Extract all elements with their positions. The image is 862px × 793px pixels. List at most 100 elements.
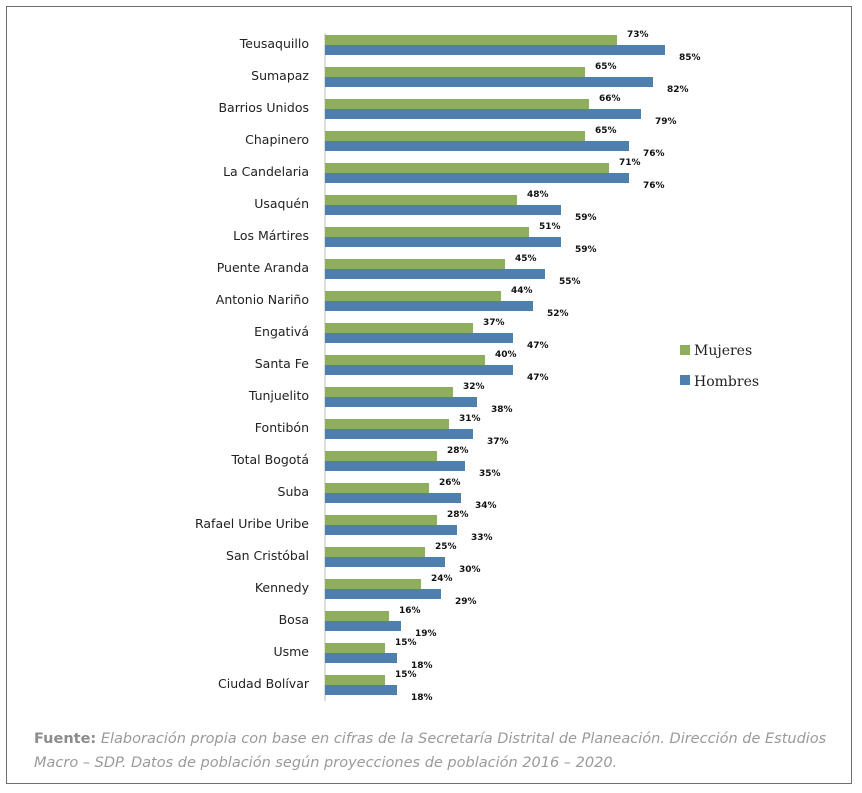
data-label-hombres: 47% <box>527 373 549 383</box>
bars-layer <box>324 33 665 701</box>
bar-hombres <box>325 77 653 87</box>
data-label-hombres: 30% <box>459 565 481 575</box>
bar-mujeres <box>325 483 429 493</box>
category-label: Bosa <box>279 612 309 627</box>
bar-mujeres <box>325 163 609 173</box>
data-label-mujeres: 71% <box>619 158 641 168</box>
category-label: Los Mártires <box>233 228 309 243</box>
legend: Mujeres Hombres <box>680 343 759 390</box>
legend-label-mujeres: Mujeres <box>694 343 752 359</box>
data-label-mujeres: 65% <box>595 126 617 136</box>
bar-mujeres <box>325 323 473 333</box>
bar-hombres <box>325 109 641 119</box>
data-label-hombres: 38% <box>491 405 513 415</box>
legend-swatch-mujeres <box>680 345 690 355</box>
category-label: Rafael Uribe Uribe <box>195 516 309 531</box>
data-label-mujeres: 28% <box>447 510 469 520</box>
category-label: Total Bogotá <box>230 452 309 467</box>
data-label-mujeres: 66% <box>599 94 621 104</box>
bar-hombres <box>325 333 513 343</box>
category-label: Engativá <box>254 324 309 339</box>
bar-hombres <box>325 429 473 439</box>
bar-mujeres <box>325 419 449 429</box>
bar-mujeres <box>325 99 589 109</box>
data-label-mujeres: 16% <box>399 606 421 616</box>
bar-hombres <box>325 269 545 279</box>
data-label-mujeres: 25% <box>435 542 457 552</box>
bar-hombres <box>325 397 477 407</box>
bar-hombres <box>325 525 457 535</box>
data-label-mujeres: 24% <box>431 574 453 584</box>
bar-hombres <box>325 589 441 599</box>
bar-chart: Teusaquillo 73% 85% Sumapaz 65% 82% Barrios Un… <box>195 30 759 703</box>
category-label: Chapinero <box>245 132 309 147</box>
data-label-hombres: 76% <box>643 149 665 159</box>
data-label-hombres: 52% <box>547 309 569 319</box>
data-label-hombres: 18% <box>411 693 433 703</box>
bar-hombres <box>325 173 629 183</box>
data-label-mujeres: 45% <box>515 254 537 264</box>
category-label: Teusaquillo <box>239 36 309 51</box>
data-label-hombres: 85% <box>679 53 701 63</box>
data-label-hombres: 29% <box>455 597 477 607</box>
category-label: Usme <box>273 644 309 659</box>
bar-mujeres <box>325 291 501 301</box>
data-label-mujeres: 44% <box>511 286 533 296</box>
bar-hombres <box>325 301 533 311</box>
bar-hombres <box>325 45 665 55</box>
data-label-hombres: 59% <box>575 245 597 255</box>
data-label-mujeres: 40% <box>495 350 517 360</box>
bar-mujeres <box>325 227 529 237</box>
bar-hombres <box>325 237 561 247</box>
bar-mujeres <box>325 515 437 525</box>
bar-mujeres <box>325 355 485 365</box>
data-label-hombres: 55% <box>559 277 581 287</box>
data-label-hombres: 19% <box>415 629 437 639</box>
category-label: Usaquén <box>254 196 309 211</box>
data-label-mujeres: 51% <box>539 222 561 232</box>
bar-hombres <box>325 621 401 631</box>
bar-mujeres <box>325 67 585 77</box>
source-note: Fuente: Elaboración propia con base en c… <box>34 727 844 775</box>
legend-swatch-hombres <box>680 375 690 385</box>
data-label-mujeres: 28% <box>447 446 469 456</box>
legend-label-hombres: Hombres <box>694 374 759 390</box>
bar-hombres <box>325 461 465 471</box>
category-label: Fontibón <box>255 420 309 435</box>
bar-mujeres <box>325 675 385 685</box>
data-label-hombres: 37% <box>487 437 509 447</box>
category-label: Suba <box>278 484 309 499</box>
data-label-hombres: 82% <box>667 85 689 95</box>
bar-mujeres <box>325 611 389 621</box>
data-label-hombres: 59% <box>575 213 597 223</box>
bar-hombres <box>325 493 461 503</box>
category-label: La Candelaria <box>223 164 309 179</box>
data-label-mujeres: 32% <box>463 382 485 392</box>
category-label: Sumapaz <box>251 68 309 83</box>
bar-hombres <box>325 653 397 663</box>
data-label-hombres: 35% <box>479 469 501 479</box>
data-label-mujeres: 15% <box>395 638 417 648</box>
category-label: Ciudad Bolívar <box>218 676 310 691</box>
bar-hombres <box>325 557 445 567</box>
bar-mujeres <box>325 195 517 205</box>
labels-layer: Teusaquillo 73% 85% Sumapaz 65% 82% Barrios Un… <box>195 30 701 703</box>
data-label-mujeres: 65% <box>595 62 617 72</box>
bar-mujeres <box>325 451 437 461</box>
category-label: San Cristóbal <box>226 548 309 563</box>
bar-mujeres <box>325 643 385 653</box>
data-label-mujeres: 73% <box>627 30 649 40</box>
bar-mujeres <box>325 579 421 589</box>
bar-mujeres <box>325 547 425 557</box>
data-label-mujeres: 37% <box>483 318 505 328</box>
data-label-mujeres: 31% <box>459 414 481 424</box>
data-label-hombres: 79% <box>655 117 677 127</box>
category-label: Antonio Nariño <box>216 292 309 307</box>
bar-mujeres <box>325 387 453 397</box>
bar-mujeres <box>325 131 585 141</box>
source-text: Elaboración propia con base en cifras de… <box>34 731 827 771</box>
source-label: Fuente: <box>34 731 97 747</box>
data-label-hombres: 18% <box>411 661 433 671</box>
category-label: Puente Aranda <box>217 260 309 275</box>
data-label-hombres: 76% <box>643 181 665 191</box>
